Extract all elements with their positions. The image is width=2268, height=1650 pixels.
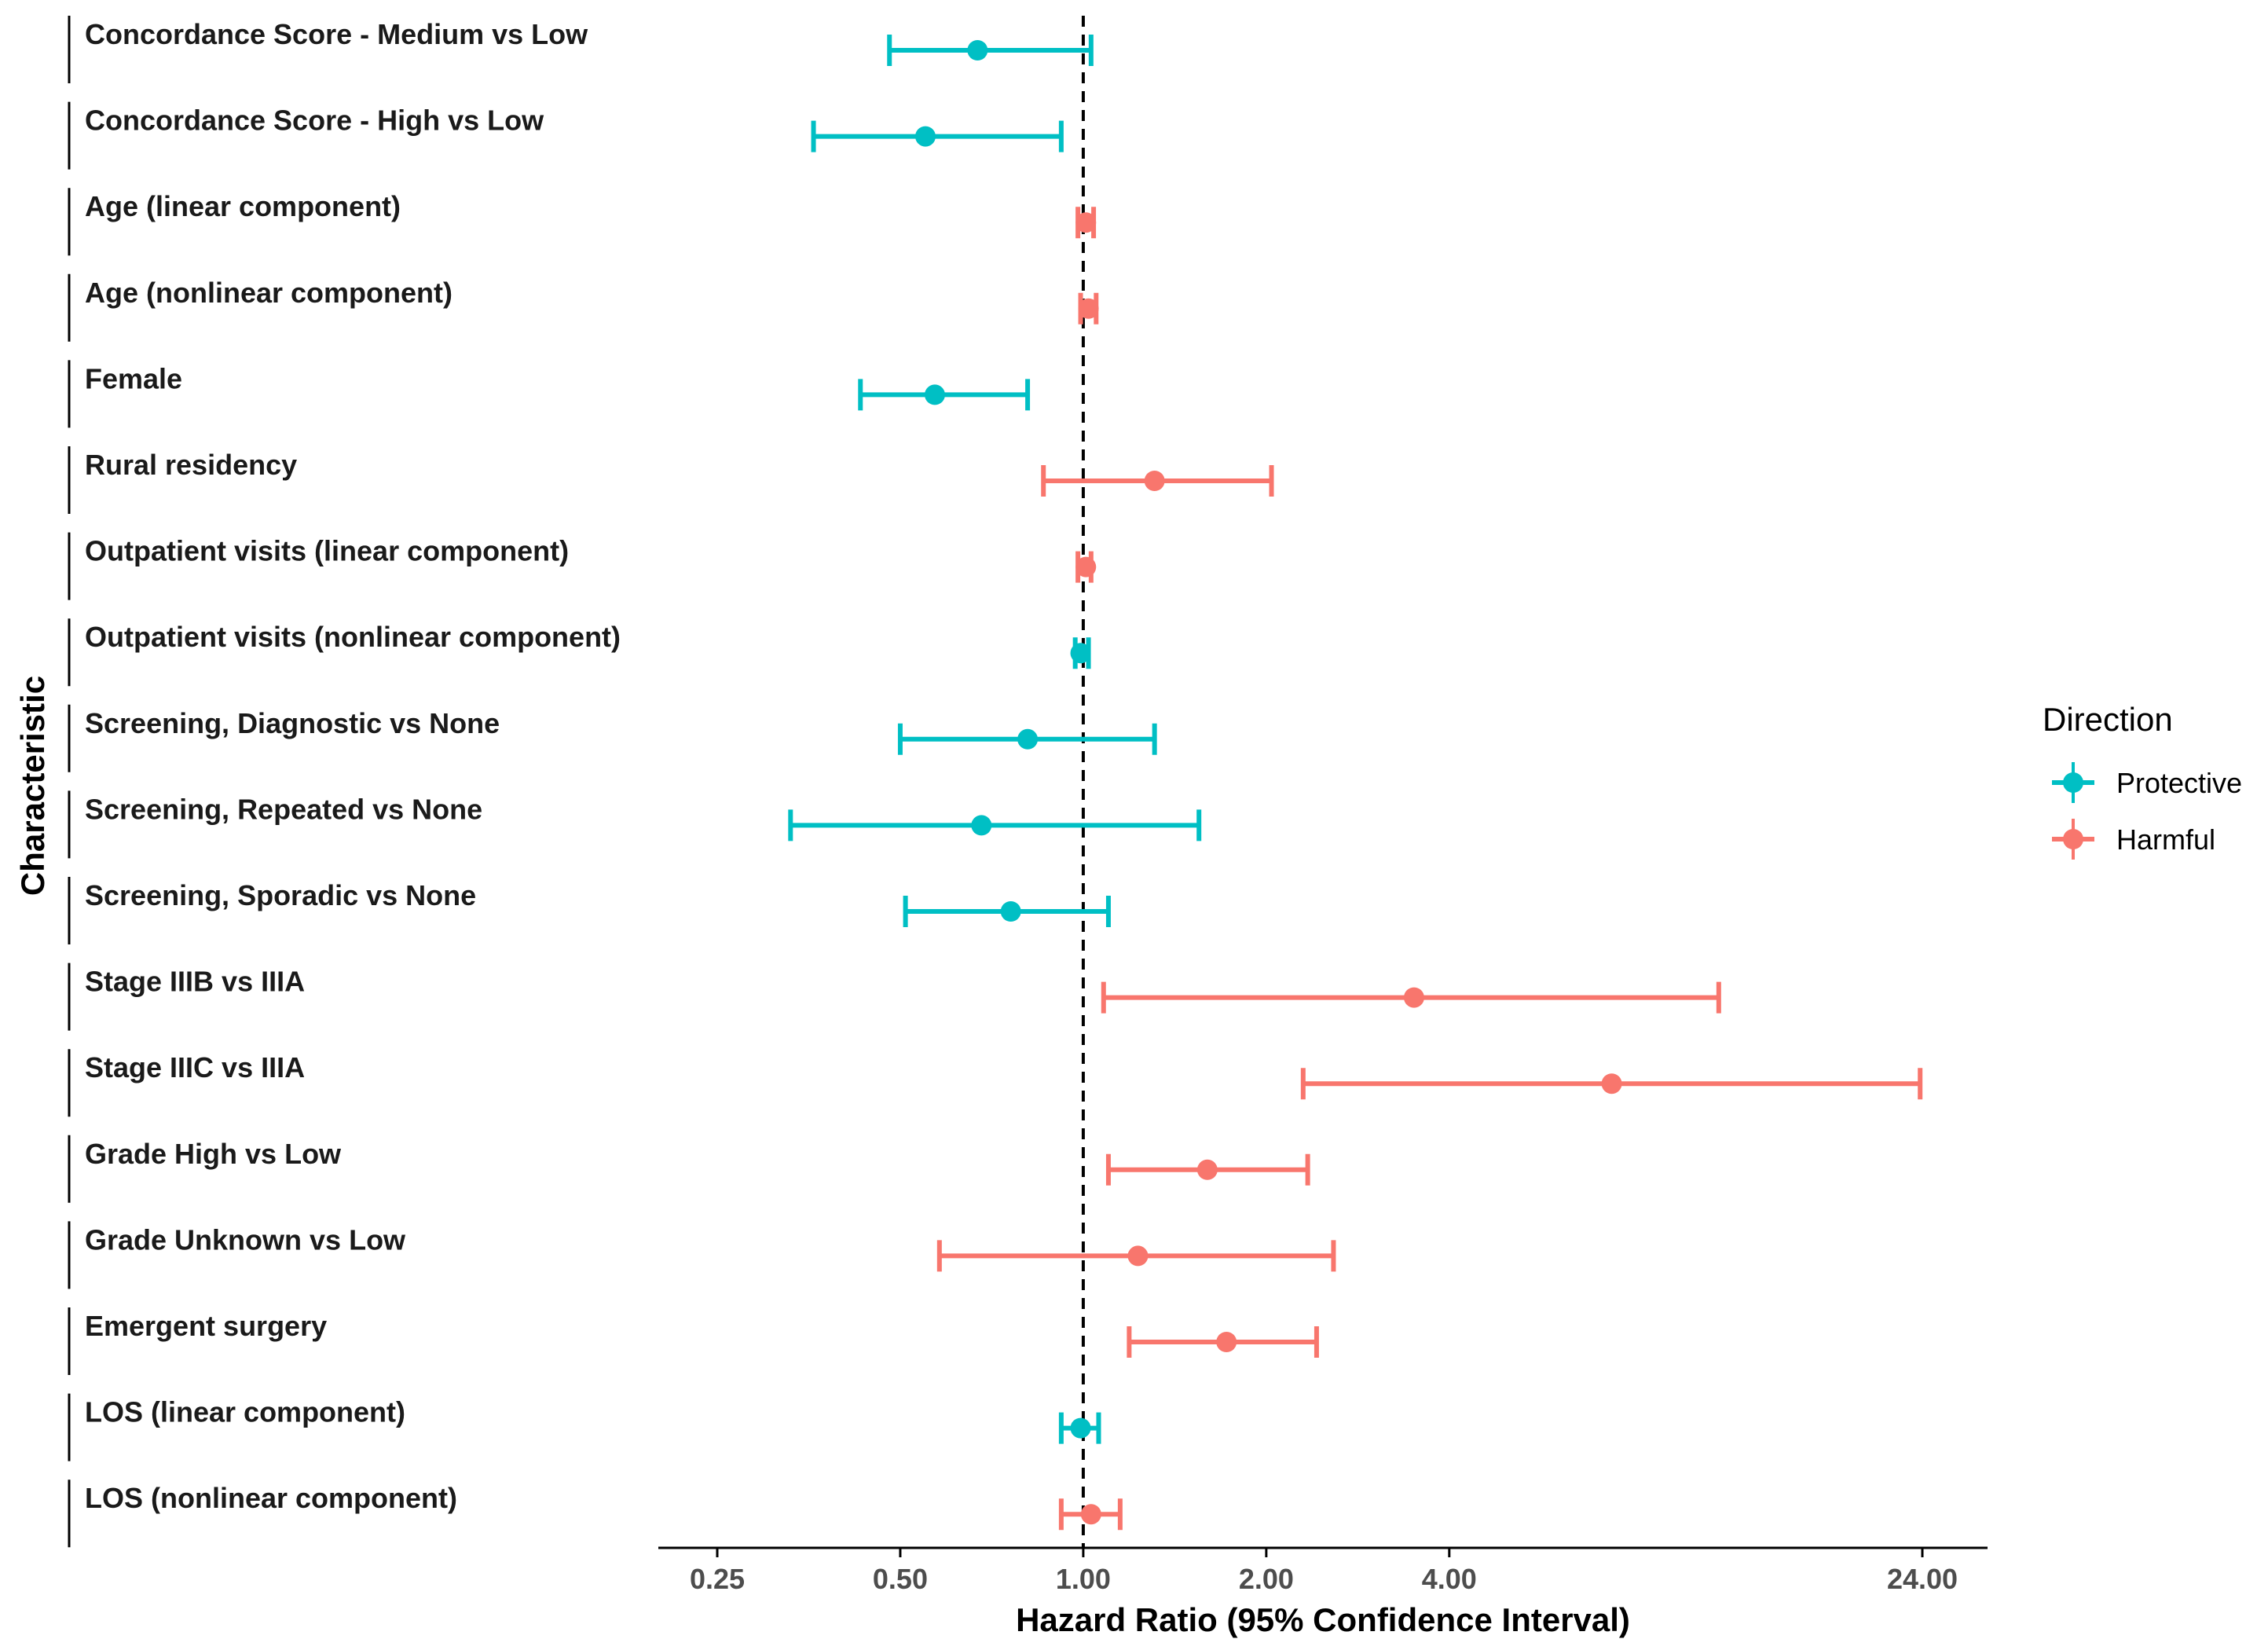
row-label: Screening, Sporadic vs None bbox=[85, 879, 476, 911]
x-tick-label: 1.00 bbox=[1056, 1563, 1111, 1595]
ci-row bbox=[1070, 637, 1091, 669]
x-axis: 0.25 0.50 1.00 2.00 4.00 24.00 bbox=[658, 1546, 1988, 1595]
hr-point bbox=[1078, 298, 1099, 319]
row-label: LOS (linear component) bbox=[85, 1396, 405, 1428]
hr-point bbox=[924, 384, 945, 405]
row-label: Grade High vs Low bbox=[85, 1138, 342, 1170]
x-tick-label: 0.50 bbox=[873, 1563, 928, 1595]
row-label: Age (nonlinear component) bbox=[85, 277, 453, 309]
hr-point bbox=[1601, 1073, 1622, 1094]
row-label: Rural residency bbox=[85, 449, 297, 481]
x-axis-title: Hazard Ratio (95% Confidence Interval) bbox=[1016, 1601, 1630, 1638]
row-label: Stage IIIC vs IIIA bbox=[85, 1051, 305, 1084]
legend: Direction Protective Harmful bbox=[2043, 701, 2242, 860]
ci-row bbox=[1041, 465, 1274, 497]
row-label: Age (linear component) bbox=[85, 190, 401, 222]
hr-point bbox=[1127, 1245, 1149, 1267]
hr-point bbox=[1070, 1417, 1091, 1439]
ci-row bbox=[897, 723, 1157, 755]
hr-point bbox=[1075, 212, 1097, 233]
ci-row bbox=[858, 379, 1031, 411]
hr-point bbox=[1070, 643, 1091, 664]
row-label: Outpatient visits (nonlinear component) bbox=[85, 621, 621, 653]
x-tick-label: 4.00 bbox=[1422, 1563, 1477, 1595]
hr-point bbox=[1075, 556, 1097, 578]
ci-row bbox=[936, 1240, 1336, 1272]
row-label: LOS (nonlinear component) bbox=[85, 1482, 457, 1514]
ci-row bbox=[1101, 981, 1721, 1014]
row-label: Emergent surgery bbox=[85, 1310, 327, 1342]
hr-point bbox=[971, 815, 992, 836]
row-label: Screening, Repeated vs None bbox=[85, 793, 482, 825]
row-label: Concordance Score - High vs Low bbox=[85, 104, 544, 137]
ci-row bbox=[1078, 292, 1099, 324]
row-label: Stage IIIB vs IIIA bbox=[85, 966, 305, 998]
ci-row bbox=[1075, 207, 1097, 239]
hr-point bbox=[914, 126, 936, 147]
y-axis-title: Characteristic bbox=[14, 676, 51, 896]
ci-row bbox=[887, 35, 1094, 66]
ci-row bbox=[788, 809, 1202, 842]
plot-panel bbox=[788, 16, 1923, 1548]
ci-row bbox=[1127, 1326, 1319, 1358]
ci-row bbox=[903, 896, 1111, 927]
legend-label: Protective bbox=[2116, 767, 2242, 799]
ci-row bbox=[1058, 1498, 1123, 1531]
legend-label: Harmful bbox=[2116, 823, 2215, 856]
x-tick-label: 2.00 bbox=[1239, 1563, 1294, 1595]
row-label: Screening, Diagnostic vs None bbox=[85, 707, 500, 739]
ci-row bbox=[1075, 551, 1097, 583]
x-tick-label: 0.25 bbox=[690, 1563, 745, 1595]
row-labels: Concordance Score - Medium vs Low Concord… bbox=[68, 16, 621, 1548]
hr-point bbox=[1216, 1332, 1237, 1352]
hr-point bbox=[1144, 471, 1165, 491]
row-label: Grade Unknown vs Low bbox=[85, 1223, 406, 1256]
ci-row bbox=[1058, 1412, 1101, 1444]
legend-key bbox=[2052, 762, 2094, 803]
hr-point bbox=[1000, 901, 1021, 922]
ci-row bbox=[811, 120, 1064, 152]
row-label: Outpatient visits (linear component) bbox=[85, 535, 569, 567]
ci-row bbox=[1300, 1068, 1923, 1100]
hr-point bbox=[1196, 1159, 1218, 1180]
legend-title: Direction bbox=[2043, 701, 2173, 738]
ci-row bbox=[1105, 1153, 1310, 1186]
row-label: Concordance Score - Medium vs Low bbox=[85, 18, 588, 50]
x-tick-label: 24.00 bbox=[1887, 1563, 1958, 1595]
legend-key bbox=[2052, 819, 2094, 860]
hr-point bbox=[1017, 728, 1039, 750]
hr-point bbox=[967, 40, 988, 60]
row-label: Female bbox=[85, 362, 182, 394]
hr-point bbox=[1403, 987, 1424, 1008]
hr-point bbox=[1080, 1504, 1101, 1525]
